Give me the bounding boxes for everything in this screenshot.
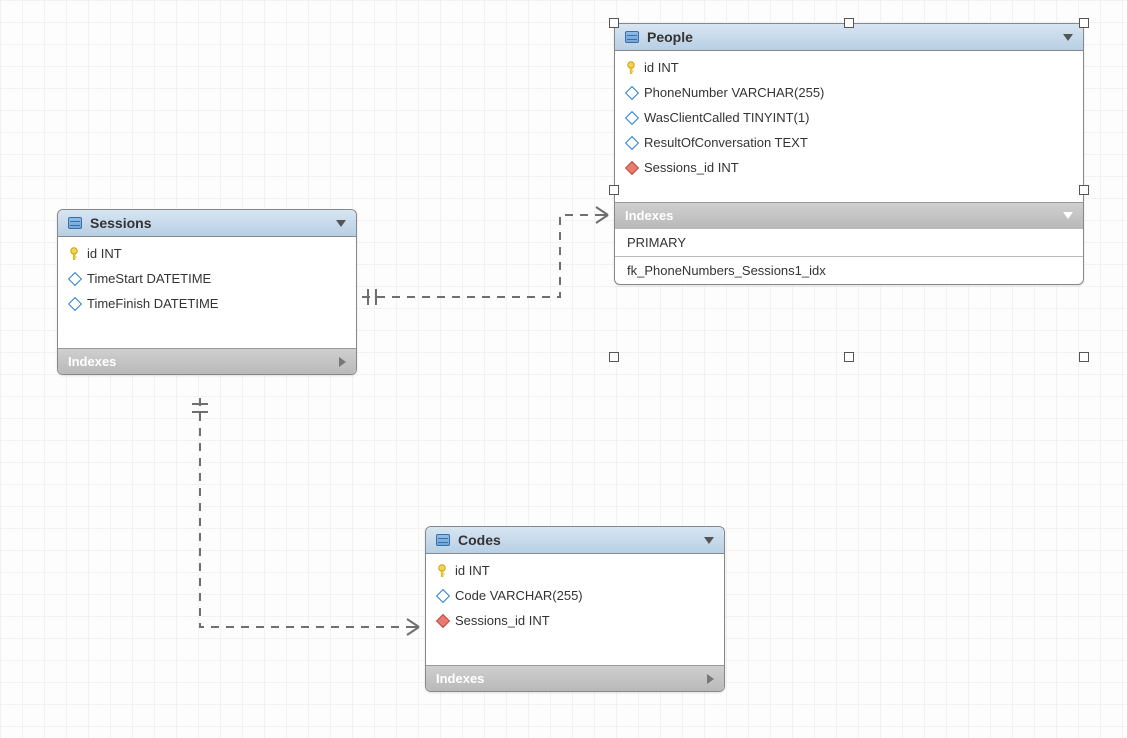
- fk-diamond-icon: [436, 613, 450, 627]
- selection-handle[interactable]: [1079, 352, 1089, 362]
- collapse-icon[interactable]: [336, 220, 346, 227]
- column-label: TimeFinish DATETIME: [87, 296, 218, 311]
- fk-diamond-icon: [625, 160, 639, 174]
- index-row[interactable]: fk_PhoneNumbers_Sessions1_idx: [615, 256, 1083, 284]
- table-icon: [68, 217, 82, 229]
- index-row[interactable]: PRIMARY: [615, 228, 1083, 256]
- key-icon: [70, 247, 80, 261]
- entity-people[interactable]: People id INT PhoneNumber VARCHAR(255) W…: [614, 23, 1084, 285]
- selection-handle[interactable]: [609, 352, 619, 362]
- entity-sessions-title: Sessions: [90, 215, 151, 231]
- column-label: PhoneNumber VARCHAR(255): [644, 85, 824, 100]
- key-icon: [438, 564, 448, 578]
- selection-handle[interactable]: [844, 18, 854, 28]
- diamond-icon: [625, 85, 639, 99]
- column-label: id INT: [87, 246, 122, 261]
- collapse-icon[interactable]: [704, 537, 714, 544]
- entity-codes-columns: id INT Code VARCHAR(255) Sessions_id INT: [426, 554, 724, 665]
- column-row[interactable]: TimeStart DATETIME: [58, 266, 356, 291]
- column-row[interactable]: Sessions_id INT: [426, 608, 724, 633]
- selection-handle[interactable]: [1079, 18, 1089, 28]
- column-row[interactable]: Sessions_id INT: [615, 155, 1083, 180]
- indexes-label: Indexes: [625, 208, 673, 223]
- column-label: TimeStart DATETIME: [87, 271, 211, 286]
- column-label: Code VARCHAR(255): [455, 588, 583, 603]
- indexes-label: Indexes: [436, 671, 484, 686]
- column-label: Sessions_id INT: [644, 160, 739, 175]
- diamond-icon: [436, 588, 450, 602]
- collapse-icon: [1063, 212, 1073, 219]
- column-label: Sessions_id INT: [455, 613, 550, 628]
- index-name: PRIMARY: [627, 235, 686, 250]
- entity-codes[interactable]: Codes id INT Code VARCHAR(255) Sessions_…: [425, 526, 725, 692]
- indexes-bar[interactable]: Indexes: [615, 202, 1083, 228]
- selection-handle[interactable]: [609, 185, 619, 195]
- key-icon: [627, 61, 637, 75]
- selection-handle[interactable]: [844, 352, 854, 362]
- entity-people-title: People: [647, 29, 693, 45]
- entity-codes-header[interactable]: Codes: [426, 527, 724, 554]
- column-row[interactable]: id INT: [58, 241, 356, 266]
- connector-sessions-people: [362, 215, 608, 297]
- selection-handle[interactable]: [609, 18, 619, 28]
- entity-sessions-header[interactable]: Sessions: [58, 210, 356, 237]
- entity-sessions[interactable]: Sessions id INT TimeStart DATETIME TimeF…: [57, 209, 357, 375]
- table-icon: [436, 534, 450, 546]
- column-row[interactable]: id INT: [615, 55, 1083, 80]
- diamond-icon: [68, 296, 82, 310]
- column-row[interactable]: ResultOfConversation TEXT: [615, 130, 1083, 155]
- expand-icon: [339, 357, 346, 367]
- table-icon: [625, 31, 639, 43]
- diamond-icon: [625, 110, 639, 124]
- indexes-list: PRIMARY fk_PhoneNumbers_Sessions1_idx: [615, 228, 1083, 284]
- entity-people-header[interactable]: People: [615, 24, 1083, 51]
- column-label: id INT: [644, 60, 679, 75]
- column-label: ResultOfConversation TEXT: [644, 135, 808, 150]
- entity-codes-title: Codes: [458, 532, 501, 548]
- column-row[interactable]: TimeFinish DATETIME: [58, 291, 356, 316]
- indexes-bar[interactable]: Indexes: [426, 665, 724, 691]
- column-row[interactable]: WasClientCalled TINYINT(1): [615, 105, 1083, 130]
- column-row[interactable]: PhoneNumber VARCHAR(255): [615, 80, 1083, 105]
- column-row[interactable]: id INT: [426, 558, 724, 583]
- connector-sessions-codes: [200, 398, 419, 627]
- indexes-label: Indexes: [68, 354, 116, 369]
- selection-handle[interactable]: [1079, 185, 1089, 195]
- entity-people-columns: id INT PhoneNumber VARCHAR(255) WasClien…: [615, 51, 1083, 202]
- diamond-icon: [625, 135, 639, 149]
- column-label: WasClientCalled TINYINT(1): [644, 110, 809, 125]
- column-row[interactable]: Code VARCHAR(255): [426, 583, 724, 608]
- expand-icon: [707, 674, 714, 684]
- entity-sessions-columns: id INT TimeStart DATETIME TimeFinish DAT…: [58, 237, 356, 348]
- index-name: fk_PhoneNumbers_Sessions1_idx: [627, 263, 826, 278]
- indexes-bar[interactable]: Indexes: [58, 348, 356, 374]
- column-label: id INT: [455, 563, 490, 578]
- collapse-icon[interactable]: [1063, 34, 1073, 41]
- diamond-icon: [68, 271, 82, 285]
